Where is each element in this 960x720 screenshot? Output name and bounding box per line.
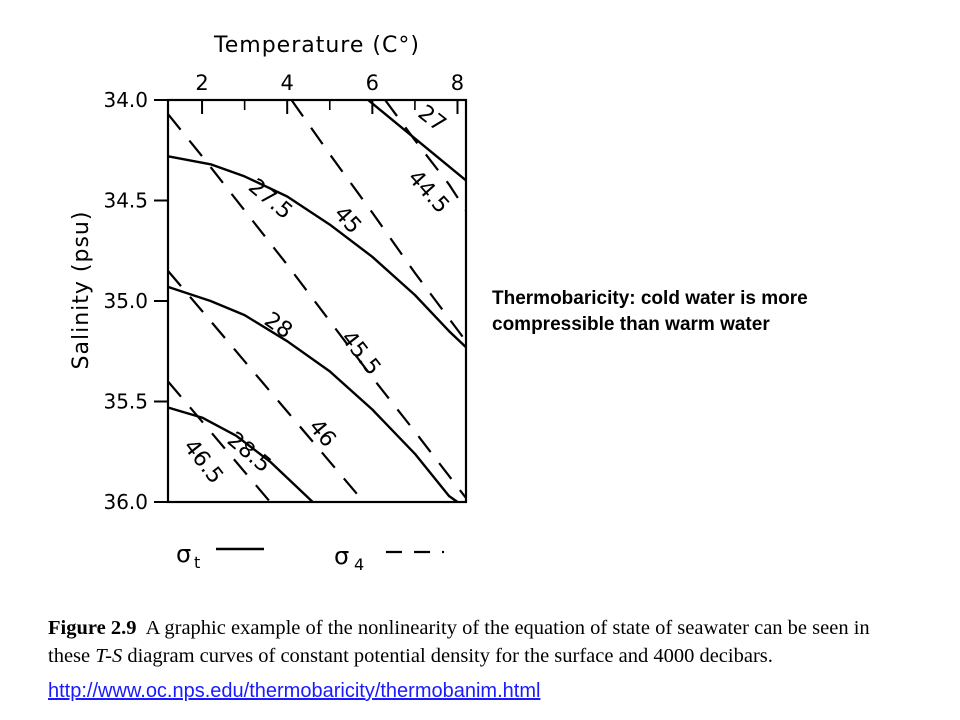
caption-text-2b: diagram curves of constant potential den…: [122, 645, 773, 667]
curve-label-46: 46: [303, 415, 340, 453]
sigma-4-curve-45: [290, 100, 466, 342]
legend-sigma-t-sub: t: [194, 553, 200, 572]
legend-sigma-4-symbol: σ: [334, 542, 349, 570]
caption-text-2a: these: [48, 645, 96, 667]
y-axis-title: Salinity (psu): [69, 211, 94, 370]
x-tick-label: 4: [281, 71, 294, 95]
sigma-4-curve-44-5: [384, 100, 466, 212]
y-tick-label: 34.5: [103, 189, 148, 213]
series-group: [168, 100, 466, 502]
x-tick-label: 2: [195, 71, 208, 95]
curve-label-27-5: 27.5: [243, 174, 297, 225]
legend-sigma-4-sub: 4: [354, 555, 364, 574]
sigma-4-curve-46-5: [168, 380, 272, 502]
curve-label-28-5: 28.5: [222, 428, 276, 479]
y-tick-label: 36.0: [103, 490, 148, 514]
note-line-1: Thermobaricity: cold water is more: [492, 288, 808, 309]
sigma-t-curve-27-5: [168, 155, 466, 349]
figure-caption: Figure 2.9 A graphic example of the nonl…: [48, 614, 948, 670]
y-tick-label: 35.5: [103, 390, 148, 414]
sigma-t-curve-28: [168, 285, 459, 502]
sigma-4-curve-45-5: [168, 113, 466, 499]
caption-line-1: Figure 2.9 A graphic example of the nonl…: [48, 614, 948, 642]
curve-label-28: 28: [259, 308, 296, 345]
caption-line-2: these T-S diagram curves of constant pot…: [48, 642, 948, 670]
sigma-4-curve-46: [168, 270, 365, 502]
y-tick-label: 34.0: [103, 88, 148, 112]
caption-ts: T-S: [95, 645, 123, 667]
x-tick-label: 6: [366, 71, 379, 95]
curve-label-27: 27: [413, 101, 450, 138]
y-tick-label: 35.0: [103, 289, 148, 313]
curve-label-44-5: 44.5: [403, 166, 454, 219]
curve-label-45: 45: [329, 201, 366, 239]
note-line-2: compressible than warm water: [492, 314, 770, 335]
caption-text-1: A graphic example of the nonlinearity of…: [145, 617, 870, 639]
sigma-t-curve-27: [367, 100, 466, 182]
source-link[interactable]: http://www.oc.nps.edu/thermobaricity/the…: [48, 680, 541, 702]
x-axis-title: Temperature (C°): [213, 33, 420, 58]
curve-label-45-5: 45.5: [335, 326, 385, 380]
figure-label: Figure 2.9: [48, 617, 137, 639]
legend-sigma-t-symbol: σ: [176, 540, 191, 568]
thermobaricity-note: Thermobaricity: cold water is more compr…: [492, 286, 912, 338]
x-tick-label: 8: [451, 71, 464, 95]
